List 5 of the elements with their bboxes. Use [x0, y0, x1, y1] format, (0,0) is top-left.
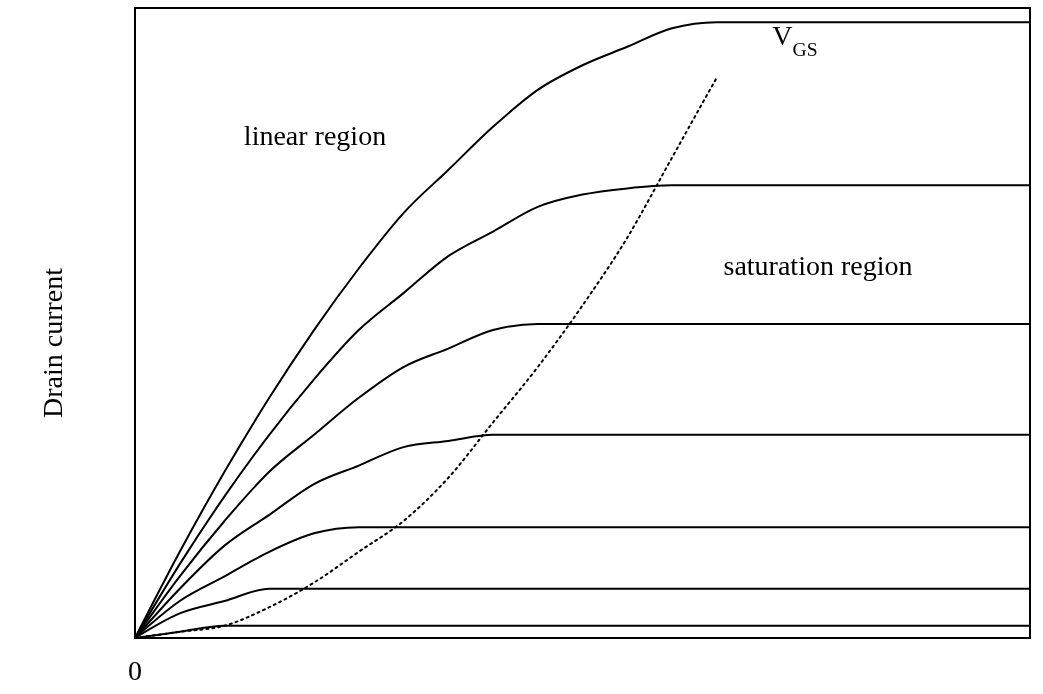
annotation: saturation region: [723, 250, 913, 281]
y-axis-title: Drain current: [37, 267, 68, 419]
text: 0: [128, 655, 142, 686]
annotation: V$_{GS}$: [772, 20, 818, 60]
annotation: linear region: [243, 120, 387, 151]
